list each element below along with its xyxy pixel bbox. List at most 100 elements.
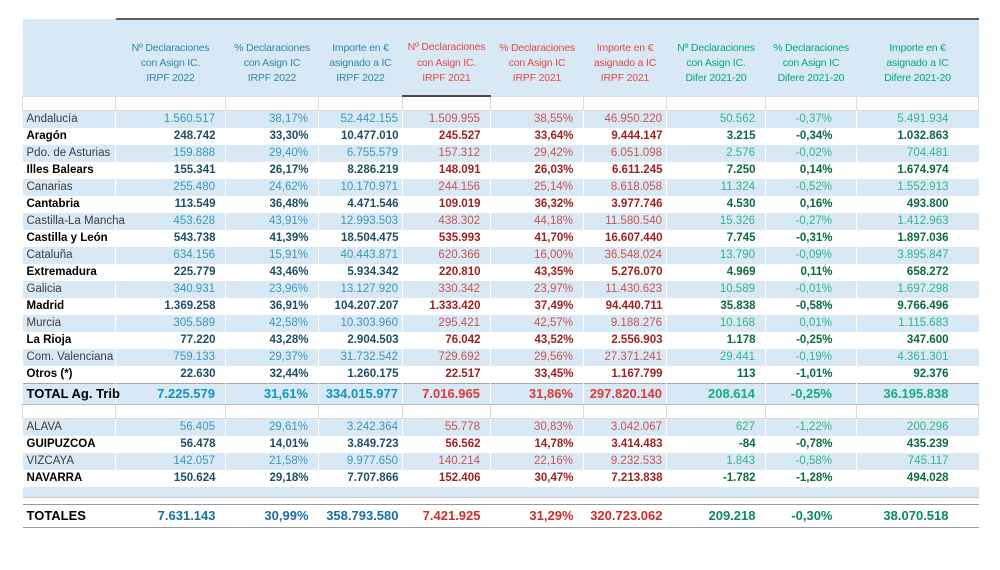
data-cell: 245.527: [402, 128, 491, 145]
data-cell: 13.790: [666, 247, 766, 264]
data-cell: 4.969: [666, 264, 766, 281]
data-cell: 94.440.711: [583, 298, 667, 315]
table-row: Galicia 340.931 23,96% 13.127.920 330.342 23,…: [22, 281, 979, 298]
spacer-cell: [318, 497, 403, 505]
data-cell: 1.674.974: [856, 162, 979, 179]
data-cell: 4.361.301: [856, 349, 979, 366]
row-label: Murcia: [22, 315, 116, 332]
spacer-cell: [318, 95, 403, 111]
data-cell: 745.117: [856, 453, 979, 470]
column-header: Nº Declaraciones con Asign IC. IRPF 2022: [115, 18, 226, 96]
data-cell: 1.167.799: [583, 366, 667, 384]
data-cell: 36.548.024: [583, 247, 667, 264]
table-row: ALAVA 56.405 29,61% 3.242.364 55.778 30,83% 3.…: [22, 418, 979, 436]
data-cell: 152.406: [402, 470, 491, 487]
data-cell: 44,18%: [490, 213, 584, 230]
spacer-cell: [318, 487, 403, 498]
row-label: VIZCAYA: [22, 453, 116, 470]
data-cell: -0,09%: [765, 247, 857, 264]
data-cell: -0,58%: [765, 453, 857, 470]
column-header: % Declaraciones con Asign IC Difere 2021…: [765, 18, 857, 96]
data-cell: 305.589: [115, 315, 226, 332]
data-cell: 7.745: [666, 230, 766, 247]
data-cell: 1.412.963: [856, 213, 979, 230]
table-row: Illes Balears 155.341 26,17% 8.286.219 148.0…: [22, 162, 979, 179]
spacer-cell: [318, 404, 403, 419]
data-cell: 13.127.920: [318, 281, 403, 298]
data-cell: 23,97%: [490, 281, 584, 298]
data-cell: 2.904.503: [318, 332, 403, 349]
data-cell: 9.444.147: [583, 128, 667, 145]
data-cell: 30,47%: [490, 470, 584, 487]
data-cell: 92.376: [856, 366, 979, 384]
data-cell: 620.366: [402, 247, 491, 264]
data-cell: 7.250: [666, 162, 766, 179]
data-cell: 41,39%: [225, 230, 319, 247]
spacer-row: [22, 404, 979, 419]
row-label: Cantabria: [22, 196, 116, 213]
data-cell: 1.697.298: [856, 281, 979, 298]
data-cell: 24,62%: [225, 179, 319, 196]
data-cell: -0,02%: [765, 145, 857, 162]
data-cell: 29,37%: [225, 349, 319, 366]
spacer-cell: [22, 487, 116, 498]
data-cell: 56.478: [115, 436, 226, 453]
data-cell: 31.732.542: [318, 349, 403, 366]
data-cell: 22.630: [115, 366, 226, 384]
spacer-cell: [490, 404, 584, 419]
data-cell: 295.421: [402, 315, 491, 332]
table-row: Castilla-La Mancha 453.628 43,91% 12.993.50…: [22, 213, 979, 230]
data-cell: 11.324: [666, 179, 766, 196]
data-cell: 11.580.540: [583, 213, 667, 230]
data-cell: -1.782: [666, 470, 766, 487]
data-cell: 494.028: [856, 470, 979, 487]
data-cell: 2.556.903: [583, 332, 667, 349]
data-cell: -0,58%: [765, 298, 857, 315]
data-cell: 14,78%: [490, 436, 584, 453]
spacer-row: [22, 497, 979, 505]
data-cell: 140.214: [402, 453, 491, 470]
data-cell: 10.477.010: [318, 128, 403, 145]
spacer-cell: [22, 404, 116, 419]
data-cell: 1.843: [666, 453, 766, 470]
data-cell: 220.810: [402, 264, 491, 281]
data-cell: 634.156: [115, 247, 226, 264]
table-row: Castilla y León 543.738 41,39% 18.504.475 53…: [22, 230, 979, 247]
data-cell: 10.168: [666, 315, 766, 332]
data-cell: 148.091: [402, 162, 491, 179]
data-cell: 157.312: [402, 145, 491, 162]
spacer-cell: [856, 404, 979, 419]
spacer-cell: [402, 404, 491, 419]
data-cell: 340.931: [115, 281, 226, 298]
data-cell: 42,57%: [490, 315, 584, 332]
data-cell: 1.178: [666, 332, 766, 349]
data-cell: 4.471.546: [318, 196, 403, 213]
spacer-cell: [22, 497, 116, 505]
data-cell: 0,11%: [765, 264, 857, 281]
data-cell: 6.051.098: [583, 145, 667, 162]
data-cell: 0,16%: [765, 196, 857, 213]
data-cell: 155.341: [115, 162, 226, 179]
irpf-asignacion-table: Nº Declaraciones con Asign IC. IRPF 2022…: [22, 18, 979, 528]
spacer-cell: [583, 404, 667, 419]
data-cell: -0,30%: [765, 504, 857, 528]
spacer-row: [22, 487, 979, 498]
row-label: La Rioja: [22, 332, 116, 349]
data-cell: 8.286.219: [318, 162, 403, 179]
spacer-cell: [583, 497, 667, 505]
data-cell: 225.779: [115, 264, 226, 281]
spacer-cell: [490, 487, 584, 498]
data-cell: 208.614: [666, 383, 766, 405]
table-row: Com. Valenciana 759.133 29,37% 31.732.542 72…: [22, 349, 979, 366]
column-header: % Declaraciones con Asign IC IRPF 2021: [490, 18, 584, 96]
column-header: Importe en € asignado a IC IRPF 2021: [583, 18, 667, 96]
spacer-cell: [856, 497, 979, 505]
data-cell: 200.296: [856, 418, 979, 436]
row-label: Pdo. de Asturias: [22, 145, 116, 162]
table-body: Andalucía 1.560.517 38,17% 52.442.155 1.509.…: [22, 95, 979, 528]
data-cell: 37,49%: [490, 298, 584, 315]
row-label: TOTALES: [22, 504, 116, 528]
data-cell: 10.589: [666, 281, 766, 298]
row-label: Extremadura: [22, 264, 116, 281]
data-cell: 0,01%: [765, 315, 857, 332]
